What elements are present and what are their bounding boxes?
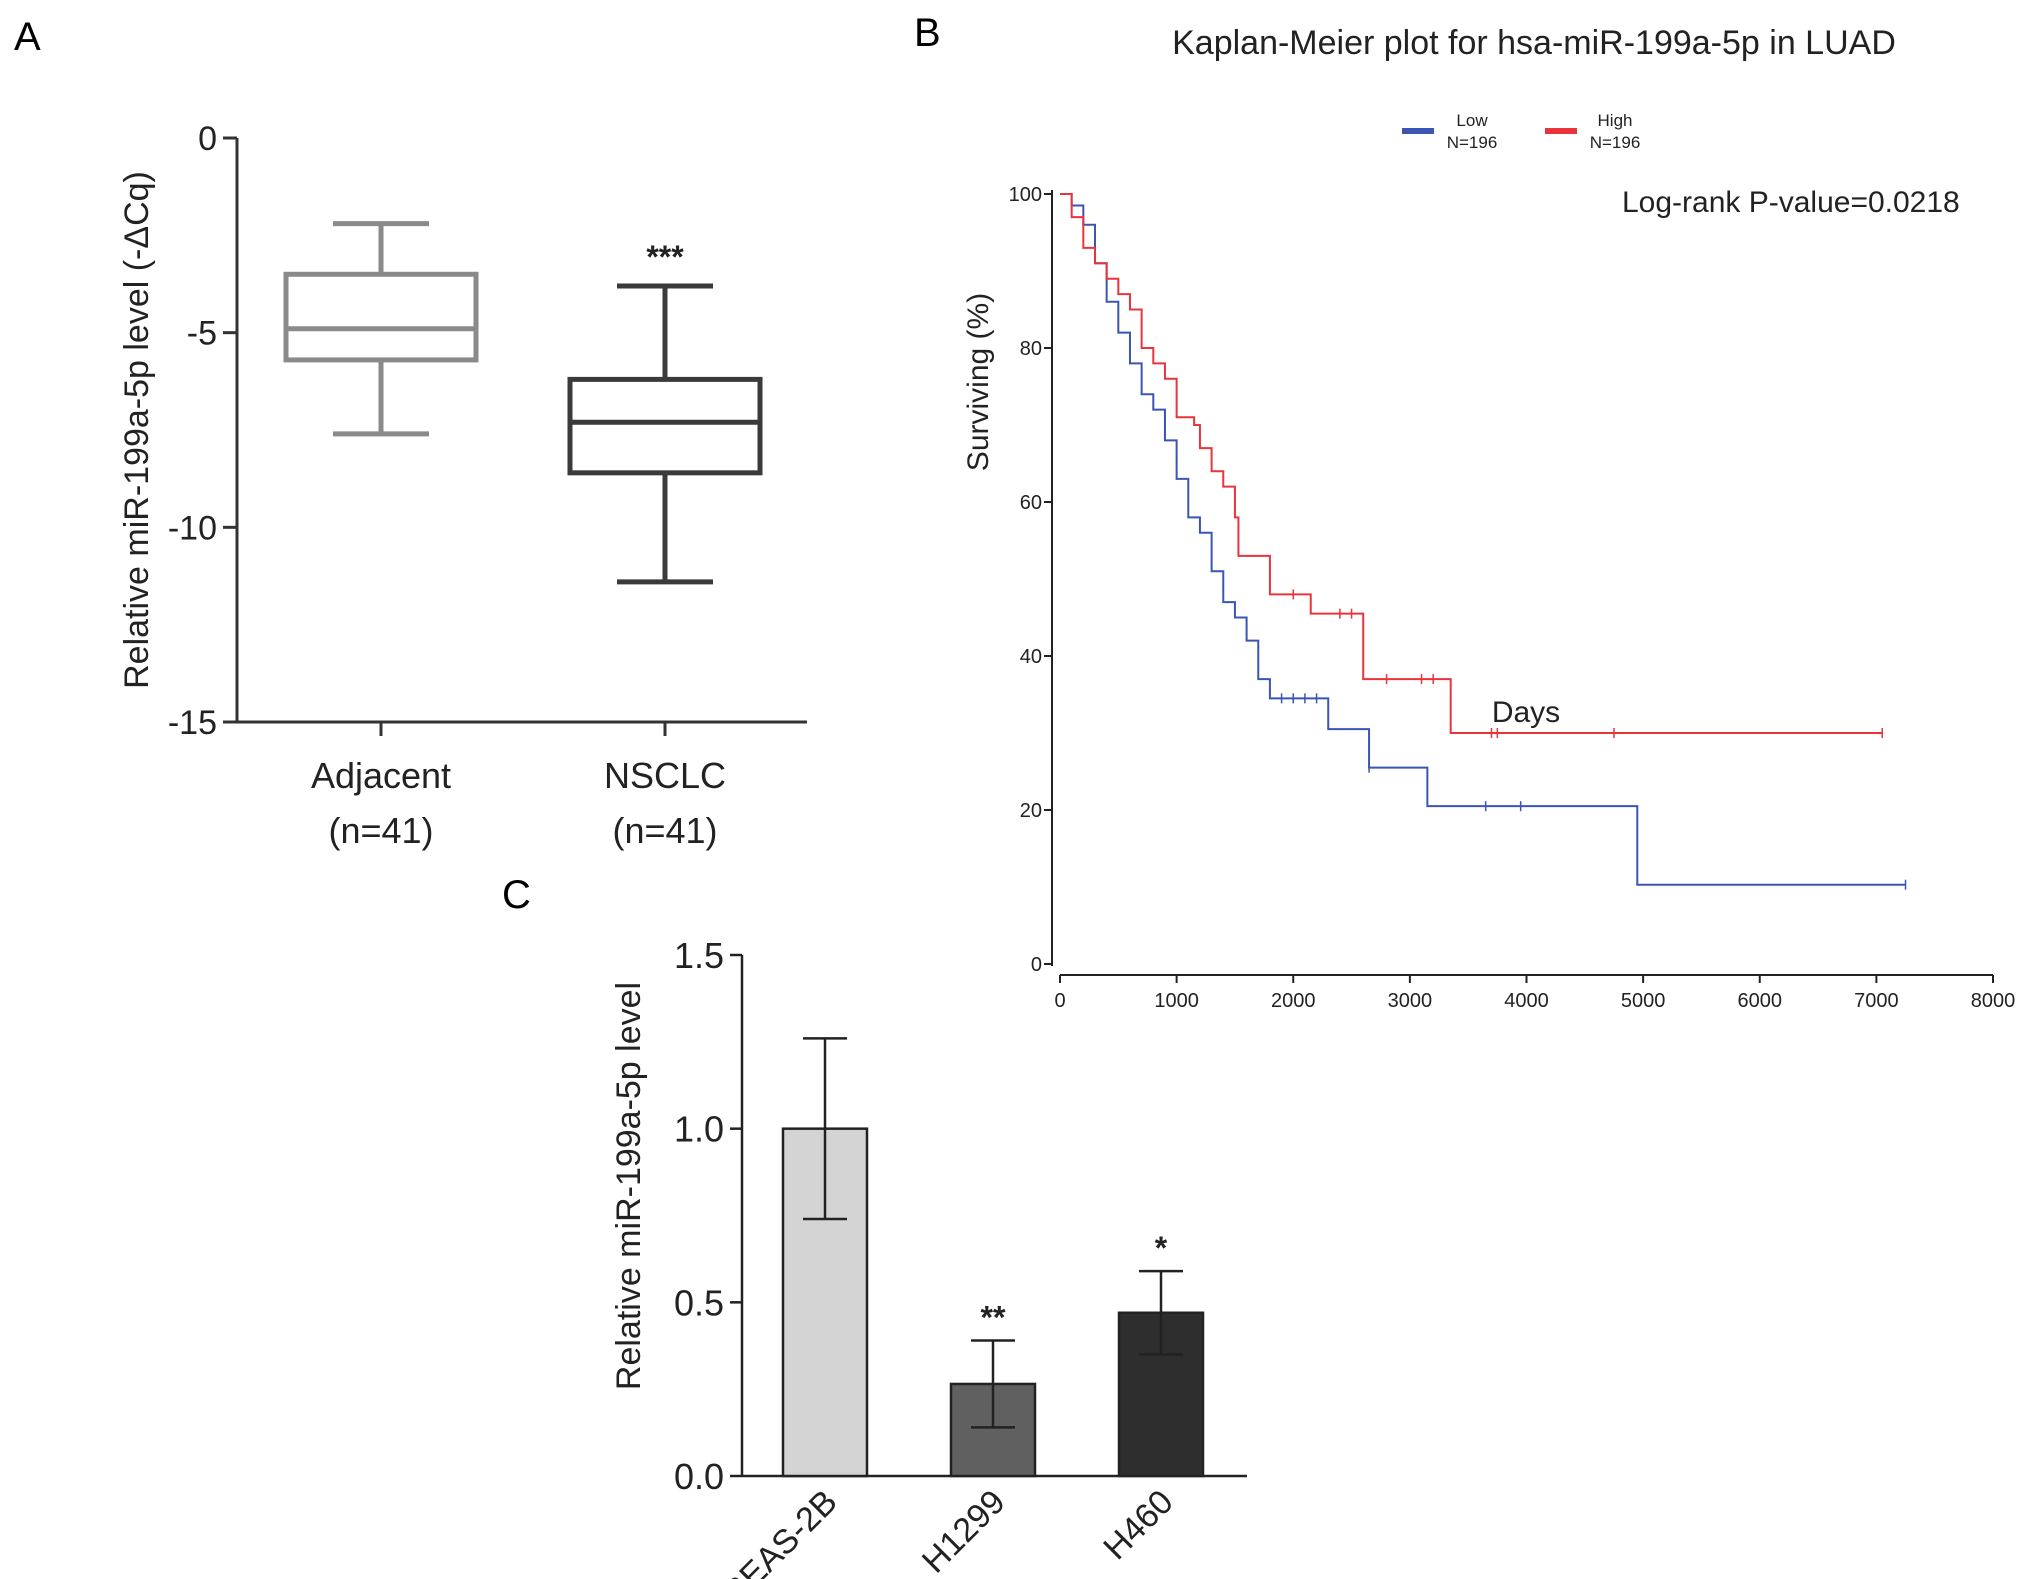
y-axis-label-c: Relative miR-199a-5p level <box>610 982 648 1390</box>
y-tick-label-b: 100 <box>1009 184 1042 206</box>
significance-marker: ** <box>981 1300 1006 1336</box>
panel-label-a: A <box>14 15 41 59</box>
legend-swatch-high <box>1545 128 1577 134</box>
km-curve-low <box>1060 193 1906 886</box>
legend-swatch-low <box>1402 128 1434 134</box>
panel-a-boxplot: A Relative miR-199a-5p level (-ΔCq) 0 -5 -… <box>14 15 807 851</box>
x-tick-label-b: 8000 <box>1971 990 2016 1012</box>
y-tick-label-c: 1.5 <box>674 935 724 976</box>
y-tick-label-a: -5 <box>187 315 217 353</box>
y-tick-label-b: 80 <box>1020 338 1042 360</box>
x-tick-label-b: 2000 <box>1271 990 1316 1012</box>
sample-size-label: (n=41) <box>612 810 717 851</box>
y-tick-label-a: 0 <box>198 120 217 158</box>
x-tick-label-c: BEAS-2B <box>716 1483 844 1579</box>
panel-label-c: C <box>502 873 531 917</box>
y-tick-label-c: 0.5 <box>674 1282 724 1323</box>
km-curve-high <box>1060 193 1883 734</box>
x-tick-label-a: Adjacent <box>311 755 451 796</box>
y-tick-label-b: 40 <box>1020 646 1042 668</box>
x-tick-label-b: 1000 <box>1154 990 1199 1012</box>
panel-label-b: B <box>914 11 941 55</box>
legend-n: N=196 <box>1447 133 1498 152</box>
chart-title-b: Kaplan-Meier plot for hsa-miR-199a-5p in… <box>1172 24 1896 62</box>
significance-marker: *** <box>646 239 684 275</box>
y-tick-label-c: 1.0 <box>674 1109 724 1150</box>
box-nsclc <box>567 376 763 476</box>
y-tick-label-b: 20 <box>1020 800 1042 822</box>
x-tick-label-b: 0 <box>1054 990 1065 1012</box>
x-tick-label-b: 4000 <box>1504 990 1549 1012</box>
x-axis-label-b: Days <box>1492 696 1560 729</box>
y-tick-label-b: 0 <box>1031 954 1042 976</box>
x-tick-label-a: NSCLC <box>604 755 726 796</box>
x-tick-label-b: 3000 <box>1388 990 1433 1012</box>
legend-label: High <box>1598 111 1633 130</box>
x-tick-label-c: H460 <box>1096 1483 1180 1567</box>
legend-n: N=196 <box>1590 133 1641 152</box>
significance-marker: * <box>1155 1230 1168 1266</box>
x-tick-label-b: 5000 <box>1621 990 1666 1012</box>
y-tick-label-c: 0.0 <box>674 1456 724 1497</box>
x-tick-label-b: 7000 <box>1854 990 1899 1012</box>
panel-b-kaplan-meier: B Kaplan-Meier plot for hsa-miR-199a-5p … <box>914 11 2015 1012</box>
y-tick-label-b: 60 <box>1020 492 1042 514</box>
y-axis-label-b: Surviving (%) <box>962 293 995 471</box>
legend-label: Low <box>1456 111 1488 130</box>
box-adjacent <box>283 271 479 363</box>
x-tick-label-b: 6000 <box>1738 990 1783 1012</box>
panel-c-barchart: C Relative miR-199a-5p level 0.0 0.5 1.0 1.… <box>502 873 1247 1579</box>
x-tick-label-c: H1299 <box>915 1483 1013 1579</box>
y-axis-label-a: Relative miR-199a-5p level (-ΔCq) <box>118 171 156 689</box>
y-tick-label-a: -10 <box>168 509 217 547</box>
logrank-annotation: Log-rank P-value=0.0218 <box>1622 186 1960 219</box>
sample-size-label: (n=41) <box>328 810 433 851</box>
y-tick-label-a: -15 <box>168 704 217 742</box>
